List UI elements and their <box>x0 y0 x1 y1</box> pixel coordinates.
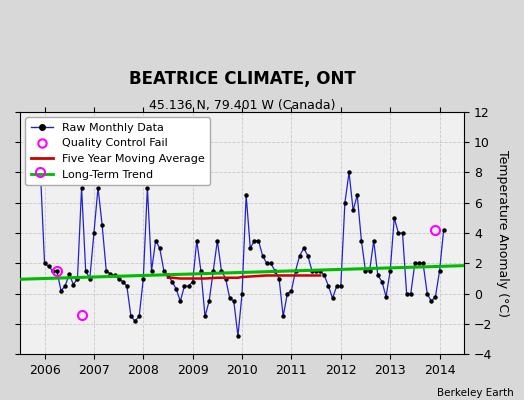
Legend: Raw Monthly Data, Quality Control Fail, Five Year Moving Average, Long-Term Tren: Raw Monthly Data, Quality Control Fail, … <box>26 117 211 185</box>
Text: Berkeley Earth: Berkeley Earth <box>437 388 514 398</box>
Y-axis label: Temperature Anomaly (°C): Temperature Anomaly (°C) <box>496 150 509 316</box>
Title: 45.136 N, 79.401 W (Canada): 45.136 N, 79.401 W (Canada) <box>149 99 335 112</box>
Text: BEATRICE CLIMATE, ONT: BEATRICE CLIMATE, ONT <box>129 70 355 88</box>
